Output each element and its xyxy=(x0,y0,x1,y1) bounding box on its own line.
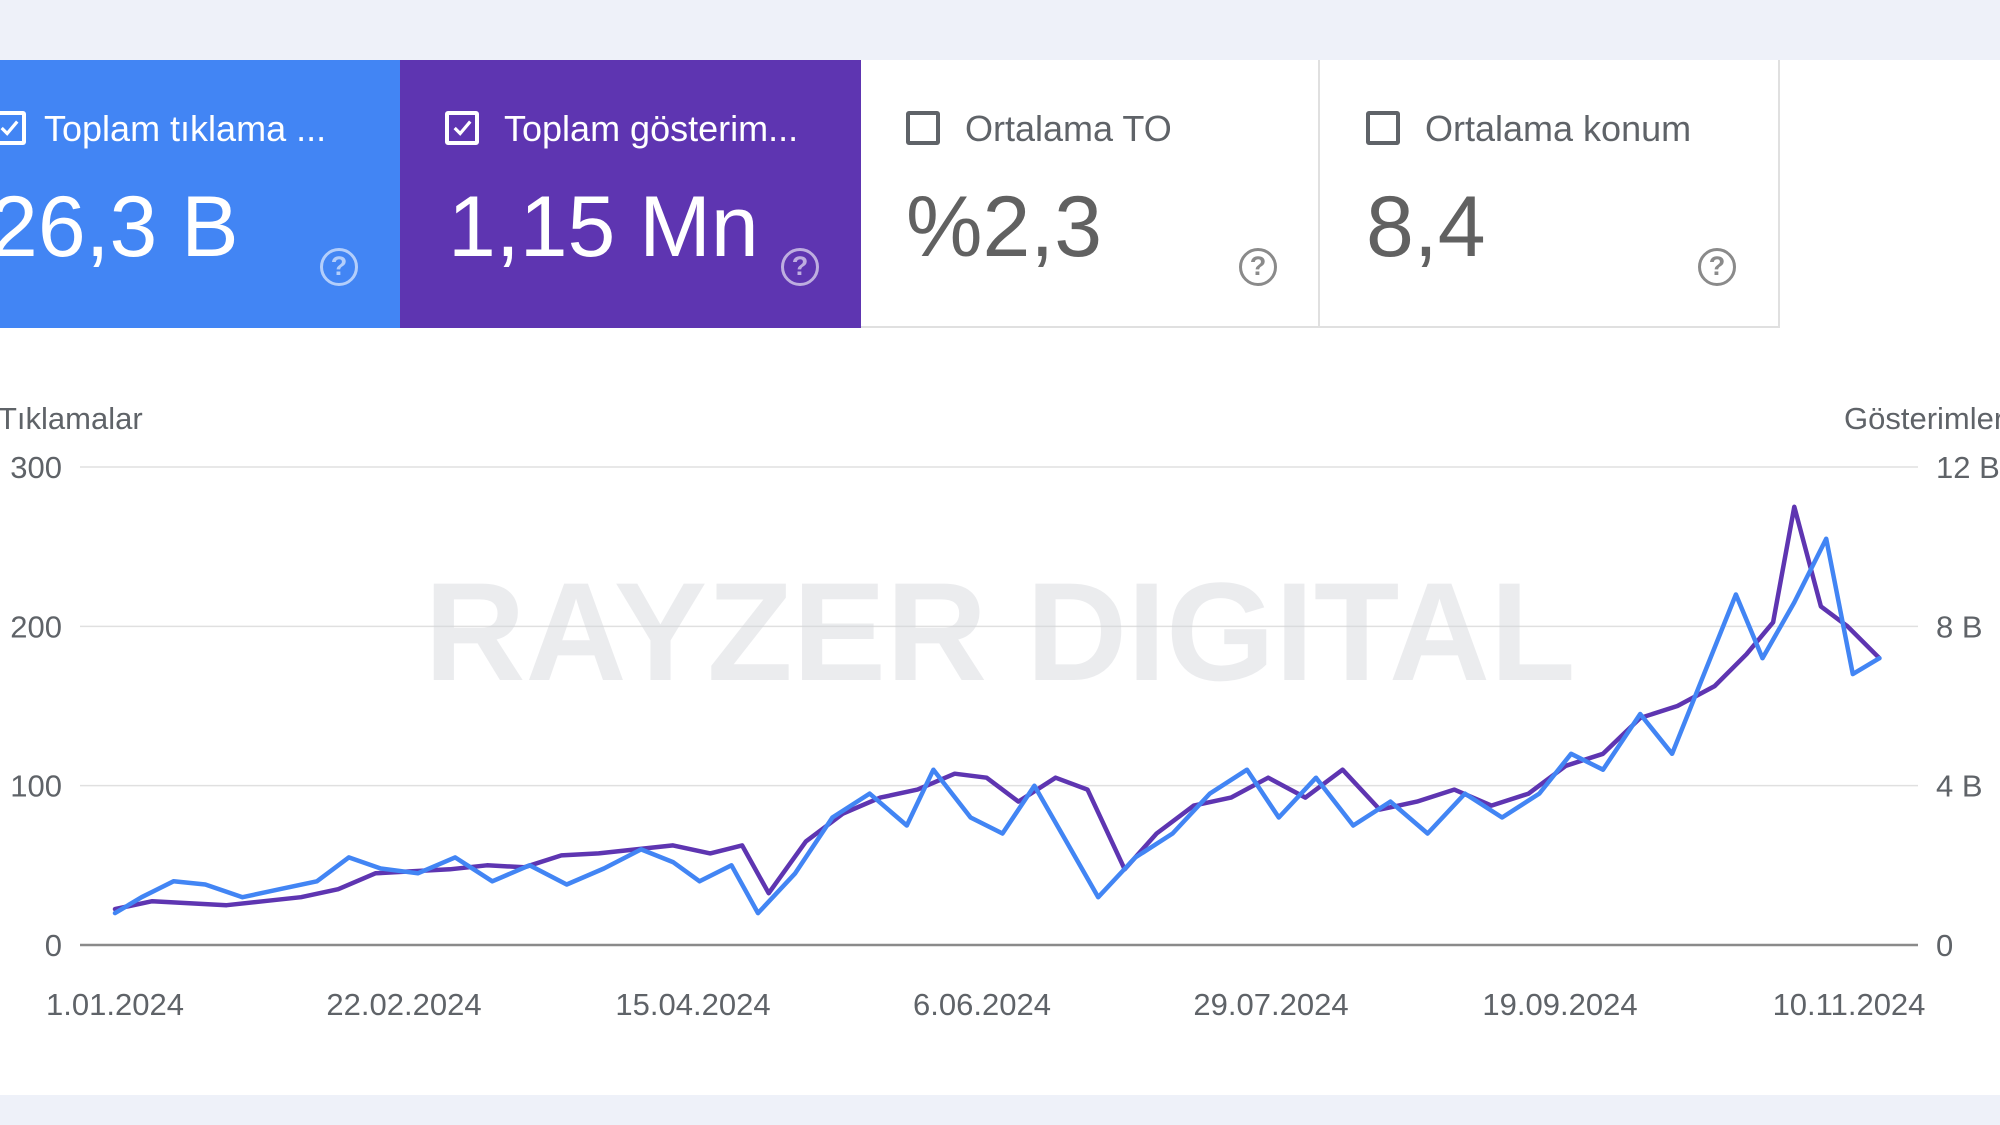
metric-card-impressions[interactable]: Toplam gösterim... 1,15 Mn ? xyxy=(400,60,861,328)
x-tick-label: 15.04.2024 xyxy=(615,987,770,1022)
y-tick-label-right: 8 B xyxy=(1936,609,1983,644)
x-tick-label: 1.01.2024 xyxy=(46,987,184,1022)
metric-value: 8,4 xyxy=(1366,179,1486,275)
x-tick-label: 29.07.2024 xyxy=(1193,987,1348,1022)
series-layer xyxy=(112,504,1882,916)
checkbox-unchecked-icon[interactable] xyxy=(1366,111,1400,145)
metric-value: %2,3 xyxy=(906,179,1103,275)
metric-cards: Toplam tıklama ... 26,3 B ? Toplam göste… xyxy=(0,60,1780,328)
checkbox-unchecked-icon[interactable] xyxy=(906,111,940,145)
checkbox-checked-icon[interactable] xyxy=(445,111,479,145)
x-tick-label: 10.11.2024 xyxy=(1773,987,1926,1022)
metric-label: Toplam gösterim... xyxy=(504,108,799,149)
watermark-text: RAYZER DIGITAL xyxy=(424,553,1575,710)
metric-value: 26,3 B xyxy=(0,179,239,275)
axis-labels: 0 0 100 4 B 200 8 B 300 12 B Tıklamalar Gösteriml… xyxy=(0,401,2000,1022)
y-axis-title-left: Tıklamalar xyxy=(0,401,143,436)
metric-card-clicks[interactable]: Toplam tıklama ... 26,3 B ? xyxy=(0,60,400,328)
checkbox-checked-icon[interactable] xyxy=(0,111,26,145)
y-tick-label-left: 300 xyxy=(10,450,62,485)
help-icon[interactable]: ? xyxy=(1239,248,1277,286)
metric-label: Ortalama TO xyxy=(965,108,1172,149)
help-icon[interactable]: ? xyxy=(781,248,819,286)
y-tick-label-right: 12 B xyxy=(1936,450,2000,485)
x-tick-label: 22.02.2024 xyxy=(326,987,481,1022)
x-tick-label: 19.09.2024 xyxy=(1482,987,1637,1022)
x-tick-label: 6.06.2024 xyxy=(913,987,1051,1022)
series-line-clicks xyxy=(112,536,1882,916)
metric-card-position[interactable]: Ortalama konum 8,4 ? xyxy=(1320,60,1780,328)
help-icon[interactable]: ? xyxy=(1698,248,1736,286)
help-icon[interactable]: ? xyxy=(320,248,358,286)
metric-card-ctr[interactable]: Ortalama TO %2,3 ? xyxy=(861,60,1320,328)
y-tick-label-left: 200 xyxy=(10,609,62,644)
metric-label: Ortalama konum xyxy=(1425,108,1692,149)
metric-value: 1,15 Mn xyxy=(448,179,759,275)
y-axis-title-right: Gösterimler xyxy=(1844,401,2000,436)
y-tick-label-left: 100 xyxy=(10,769,62,804)
y-tick-label-left: 0 xyxy=(45,928,62,963)
metric-label: Toplam tıklama ... xyxy=(44,108,327,149)
y-tick-label-right: 4 B xyxy=(1936,769,1983,804)
y-tick-label-right: 0 xyxy=(1936,928,1953,963)
